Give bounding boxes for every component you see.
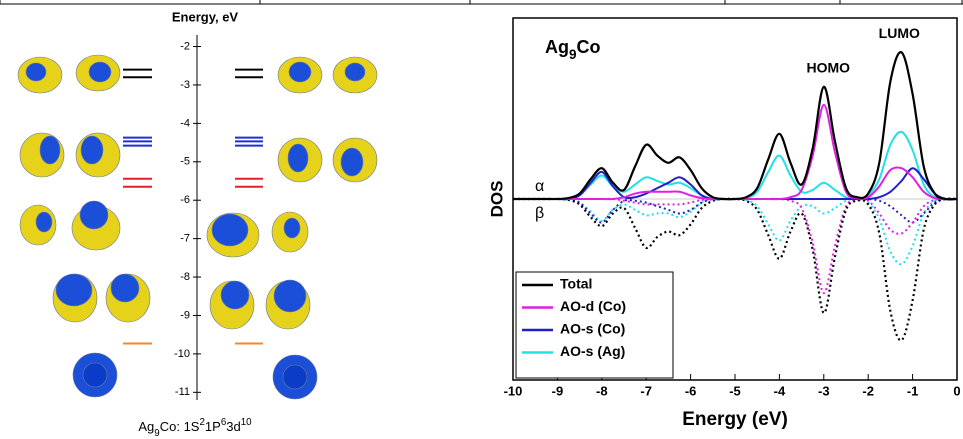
legend-label: AO-s (Ag) — [560, 343, 625, 359]
y-tick-label: -5 — [180, 156, 190, 168]
alpha-label: α — [535, 178, 544, 195]
text-part: Ag — [545, 37, 569, 57]
text-part: 2 — [199, 417, 204, 428]
legend-label: AO-s (Co) — [560, 321, 625, 337]
chart-title: Ag9Co — [545, 37, 601, 62]
y-tick-label: -7 — [180, 233, 190, 245]
text-part: 3d — [226, 419, 240, 434]
text-part: 9 — [569, 47, 577, 62]
annotation: LUMO — [879, 25, 920, 41]
beta-curve — [513, 197, 958, 224]
y-tick-label: -11 — [175, 386, 190, 398]
legend-label: Total — [560, 276, 592, 292]
x-tick-label: -4 — [774, 383, 786, 398]
caption: Ag9Co: 1S21P63d10 — [138, 417, 252, 439]
x-axis-label: Energy (eV) — [682, 409, 788, 430]
legend-box — [515, 271, 674, 379]
y-tick-label: -9 — [180, 309, 190, 321]
x-tick-label: 0 — [953, 383, 960, 398]
y-tick-label: -8 — [180, 271, 190, 283]
legend: Total AO-d (Co) AO-s (Co) AO-s (Ag) — [515, 271, 674, 379]
x-tick-label: -7 — [640, 383, 652, 398]
text-part: 6 — [221, 417, 226, 428]
text-part: 9 — [154, 428, 159, 439]
y-tick-label: -2 — [180, 40, 190, 52]
legend-label: AO-d (Co) — [560, 298, 626, 314]
alpha-curve — [513, 130, 958, 201]
x-tick-label: -9 — [552, 383, 564, 398]
x-tick-label: -8 — [596, 383, 608, 398]
annotation: HOMO — [806, 59, 850, 75]
text-part: Co: 1S — [160, 419, 200, 434]
beta-curve — [513, 197, 958, 342]
x-tick-label: -1 — [907, 383, 919, 398]
text-part: 1P — [205, 419, 221, 434]
x-tick-label: -6 — [685, 383, 697, 398]
x-tick-label: -10 — [504, 383, 523, 398]
alpha-curve — [513, 103, 958, 201]
orbital-images — [17, 54, 378, 400]
table-border — [0, 0, 963, 5]
y-tick-label: -4 — [180, 117, 190, 129]
left-axis-label: Energy, eV — [172, 9, 239, 24]
y-axis-label: DOS — [487, 181, 506, 218]
y-tick-label: -3 — [180, 79, 190, 91]
x-tick-label: -3 — [818, 383, 830, 398]
text-part: Co — [577, 37, 601, 57]
alpha-curve — [513, 51, 958, 201]
y-tick-label: -6 — [180, 194, 190, 206]
text-part: 10 — [241, 417, 252, 428]
y-tick-label: -10 — [174, 348, 190, 360]
beta-curve — [513, 197, 958, 266]
beta-label: β — [535, 205, 544, 222]
x-tick-label: -2 — [862, 383, 874, 398]
text-part: Ag — [138, 419, 154, 434]
x-tick-label: -5 — [729, 383, 741, 398]
